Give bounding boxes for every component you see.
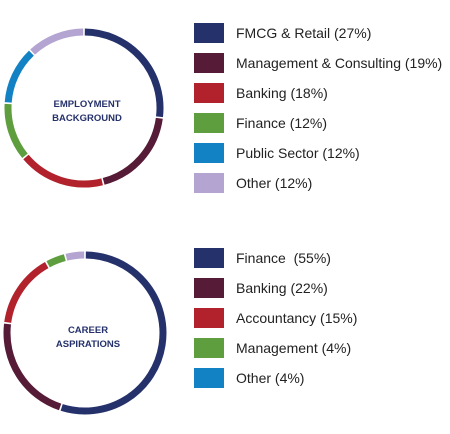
donut-segment-other bbox=[30, 28, 84, 55]
legend-item: Other (12%) bbox=[194, 172, 312, 194]
chart-title-line-1: CAREER bbox=[68, 325, 108, 336]
donut-segment-fmcg-retail bbox=[84, 28, 164, 118]
legend-item: Public Sector (12%) bbox=[194, 142, 360, 164]
employment-background-chart: EMPLOYMENT BACKGROUND FMCG & Retail (27%… bbox=[0, 0, 450, 210]
donut-segment-banking bbox=[23, 154, 103, 188]
donut-chart: CAREER ASPIRATIONS bbox=[3, 251, 167, 415]
legend-item: Other (4%) bbox=[194, 367, 304, 389]
donut-segment-other bbox=[65, 251, 85, 261]
legend-label: Finance (55%) bbox=[236, 250, 331, 266]
legend-item: Accountancy (15%) bbox=[194, 307, 357, 329]
legend-label: Other (12%) bbox=[236, 175, 313, 191]
legend-label: Public Sector (12%) bbox=[236, 145, 360, 161]
donut-segment-banking bbox=[3, 323, 62, 411]
chart-title-line-2: BACKGROUND bbox=[52, 113, 122, 124]
legend-item: Management (4%) bbox=[194, 337, 351, 359]
legend-swatch bbox=[194, 248, 224, 268]
legend-item: Finance (12%) bbox=[194, 112, 327, 134]
donut-segment-finance bbox=[4, 103, 28, 159]
donut-chart: EMPLOYMENT BACKGROUND bbox=[4, 28, 164, 188]
legend-swatch bbox=[194, 308, 224, 328]
donut-segment-public-sector bbox=[4, 50, 34, 103]
legend-label: Management & Consulting (19%) bbox=[236, 55, 443, 71]
legend-label: Management (4%) bbox=[236, 340, 352, 356]
legend-swatch bbox=[194, 53, 224, 73]
legend-item: Banking (18%) bbox=[194, 82, 328, 104]
legend-swatch bbox=[194, 278, 224, 298]
donut-segment-management bbox=[46, 254, 66, 268]
legend-swatch bbox=[194, 143, 224, 163]
legend-swatch bbox=[194, 338, 224, 358]
donut-segment-accountancy bbox=[4, 262, 49, 323]
legend-item: Management & Consulting (19%) bbox=[194, 52, 442, 74]
donut-segment-management-consulting bbox=[102, 117, 163, 185]
legend-swatch bbox=[194, 23, 224, 43]
legend-swatch bbox=[194, 173, 224, 193]
career-aspirations-chart: CAREER ASPIRATIONS Finance (55%) Banking … bbox=[0, 232, 450, 434]
legend-label: Banking (22%) bbox=[236, 280, 328, 296]
legend-label: Accountancy (15%) bbox=[236, 310, 358, 326]
legend-label: Finance (12%) bbox=[236, 115, 328, 131]
chart-title-line-2: ASPIRATIONS bbox=[56, 339, 120, 350]
legend-swatch bbox=[194, 83, 224, 103]
legend-label: Other (4%) bbox=[236, 370, 305, 386]
legend-item: FMCG & Retail (27%) bbox=[194, 22, 371, 44]
legend-item: Banking (22%) bbox=[194, 277, 328, 299]
donut-segment-finance bbox=[60, 251, 167, 415]
legend-item: Finance (55%) bbox=[194, 247, 331, 269]
legend-swatch bbox=[194, 113, 224, 133]
legend-label: Banking (18%) bbox=[236, 85, 328, 101]
chart-title-line-1: EMPLOYMENT bbox=[53, 99, 120, 110]
legend-label: FMCG & Retail (27%) bbox=[236, 25, 372, 41]
legend-swatch bbox=[194, 368, 224, 388]
